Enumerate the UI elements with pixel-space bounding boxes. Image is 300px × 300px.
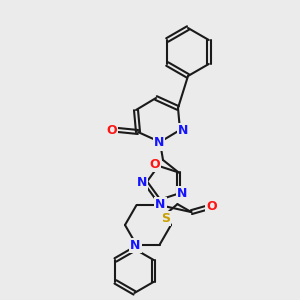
Text: O: O <box>206 200 217 213</box>
Text: O: O <box>149 158 160 171</box>
Text: S: S <box>161 212 170 225</box>
Text: N: N <box>155 198 166 211</box>
Text: N: N <box>137 176 147 190</box>
Text: N: N <box>178 124 188 136</box>
Text: O: O <box>107 124 117 136</box>
Text: N: N <box>177 187 188 200</box>
Text: N: N <box>154 136 164 149</box>
Text: N: N <box>130 239 141 252</box>
